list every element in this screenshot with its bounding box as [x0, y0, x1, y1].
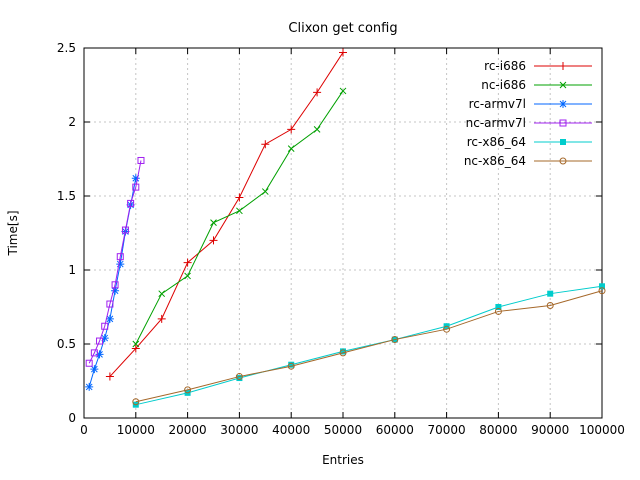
circle-open-marker: [598, 287, 606, 295]
square-open-marker: [132, 183, 140, 191]
circle-open-marker: [443, 325, 451, 333]
cross-marker: [158, 290, 166, 298]
cross-marker: [559, 81, 567, 89]
y-tick-label: 2: [68, 115, 76, 129]
plus-marker: [105, 372, 114, 381]
circle-open-marker: [132, 398, 140, 406]
square-open-marker: [111, 281, 119, 289]
square-open-marker: [137, 156, 145, 164]
series-line-rc-x86_64: [135, 285, 603, 406]
square-open-marker: [121, 226, 129, 234]
x-tick-label: 30000: [220, 423, 258, 437]
square-filled-marker: [560, 139, 566, 145]
plus-marker: [313, 88, 322, 97]
asterisk-marker: [85, 383, 93, 391]
x-tick-label: 20000: [169, 423, 207, 437]
square-open-marker: [116, 253, 124, 261]
x-tick-label: 60000: [376, 423, 414, 437]
square-filled-marker: [599, 283, 605, 290]
x-tick-label: 10000: [117, 423, 155, 437]
asterisk-marker: [106, 315, 114, 323]
x-tick-label: 100000: [579, 423, 625, 437]
cross-marker: [313, 126, 321, 133]
y-tick-label: 1: [68, 263, 76, 277]
square-filled-marker: [495, 304, 502, 310]
legend-label: nc-i686: [481, 78, 526, 92]
cross-marker: [287, 145, 295, 152]
legend-label: rc-i686: [484, 59, 526, 73]
circle-open-marker: [559, 157, 567, 165]
plus-marker: [235, 193, 244, 202]
square-open-marker: [106, 300, 114, 308]
square-open-marker: [85, 359, 93, 367]
square-open-marker: [90, 349, 98, 357]
cross-marker: [236, 207, 243, 215]
x-axis-label: Entries: [322, 453, 364, 467]
circle-open-marker: [339, 349, 347, 357]
x-tick-label: 90000: [531, 423, 569, 437]
y-tick-label: 1.5: [57, 189, 76, 203]
plot-area: 0 10000 20000 30000 40000 50000 60000 70000 8000…: [57, 41, 625, 437]
series-line-nc-x86_64: [135, 290, 603, 403]
circle-open-marker: [184, 386, 192, 394]
square-open-marker: [96, 337, 104, 345]
plus-marker: [559, 62, 567, 70]
x-tick-label: 0: [80, 423, 88, 437]
series-line-nc-armv7l: [88, 160, 142, 364]
square-filled-marker: [288, 361, 295, 368]
legend-label: nc-x86_64: [464, 154, 526, 168]
y-tick-label: 0: [68, 411, 76, 425]
legend-label: nc-armv7l: [466, 116, 526, 130]
circle-open-marker: [287, 362, 295, 370]
circle-open-marker: [235, 373, 243, 381]
y-tick-label: 0.5: [57, 337, 76, 351]
x-tick-label: 70000: [428, 423, 466, 437]
asterisk-marker: [91, 365, 98, 373]
plus-marker: [183, 258, 192, 267]
square-open-marker: [101, 322, 109, 330]
x-tick-label: 40000: [272, 423, 310, 437]
plus-marker: [209, 236, 218, 245]
plus-marker: [157, 314, 166, 323]
chart-title: Clixon get config: [288, 21, 397, 36]
legend-label: rc-armv7l: [469, 97, 526, 111]
cross-marker: [132, 340, 140, 348]
legend-label: rc-x86_64: [467, 135, 526, 149]
cross-marker: [261, 188, 269, 195]
square-filled-marker: [236, 375, 243, 382]
square-filled-marker: [547, 290, 554, 297]
square-filled-marker: [340, 348, 346, 355]
plus-marker: [339, 48, 347, 57]
series-line-rc-i686: [109, 52, 344, 377]
cross-marker: [339, 87, 347, 95]
plus-marker: [261, 140, 270, 149]
circle-open-marker: [494, 307, 502, 315]
circle-open-marker: [546, 302, 554, 310]
x-tick-label: 50000: [324, 423, 362, 437]
x-tick-label: 80000: [479, 423, 517, 437]
square-open-marker: [127, 199, 135, 207]
y-axis-label: Time[s]: [6, 211, 20, 257]
y-tick-label: 2.5: [57, 41, 76, 55]
square-open-marker: [559, 119, 567, 127]
cross-marker: [210, 219, 217, 226]
circle-open-marker: [391, 336, 399, 344]
plus-marker: [287, 125, 296, 134]
cross-marker: [184, 272, 191, 280]
asterisk-marker: [559, 100, 567, 108]
plus-marker: [131, 344, 140, 353]
